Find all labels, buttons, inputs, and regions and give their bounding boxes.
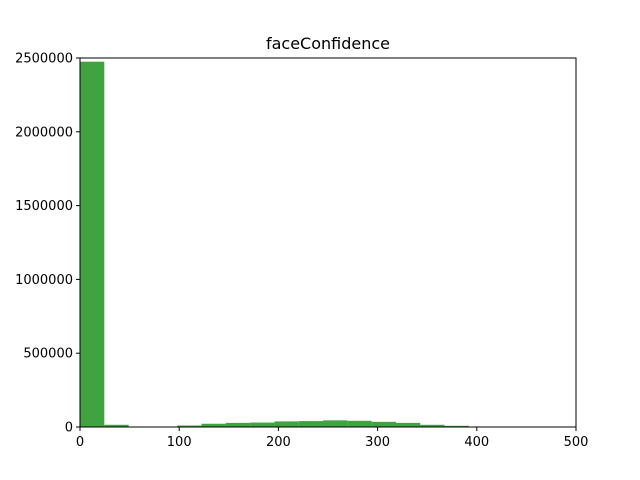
- y-tick-label: 2500000: [15, 52, 73, 67]
- y-tick-label: 0: [65, 421, 73, 436]
- histogram-bar: [201, 423, 226, 427]
- histogram-bar: [250, 422, 275, 427]
- histogram-bar: [371, 421, 396, 427]
- y-tick-label: 2000000: [15, 125, 73, 140]
- y-tick-label: 1000000: [15, 273, 73, 288]
- y-axis: 0 500000 1000000 1500000 2000000 2500000: [15, 52, 80, 436]
- histogram-bar: [420, 424, 445, 427]
- x-axis: 0 100 200 300 400 500: [76, 427, 589, 450]
- histogram-bar: [323, 420, 348, 427]
- histogram-bar: [444, 425, 469, 427]
- histogram-bar: [274, 421, 299, 427]
- y-tick-label: 500000: [23, 347, 73, 362]
- plot-frame: [79, 57, 577, 428]
- histogram-bar: [177, 425, 202, 427]
- x-tick-label: 0: [76, 435, 84, 450]
- histogram-bar: [347, 420, 372, 427]
- x-tick-label: 400: [464, 435, 489, 450]
- histogram-bar: [104, 424, 129, 427]
- histogram-bar: [225, 422, 251, 427]
- histogram-bar: [395, 422, 421, 427]
- x-tick-label: 300: [365, 435, 390, 450]
- chart-title: faceConfidence: [266, 34, 390, 53]
- histogram-bar: [298, 421, 324, 427]
- y-tick-label: 1500000: [15, 199, 73, 214]
- x-tick-label: 100: [167, 435, 192, 450]
- x-tick-label: 500: [564, 435, 589, 450]
- bars-group: [80, 61, 567, 427]
- histogram-bar: [80, 61, 105, 427]
- x-tick-label: 200: [266, 435, 291, 450]
